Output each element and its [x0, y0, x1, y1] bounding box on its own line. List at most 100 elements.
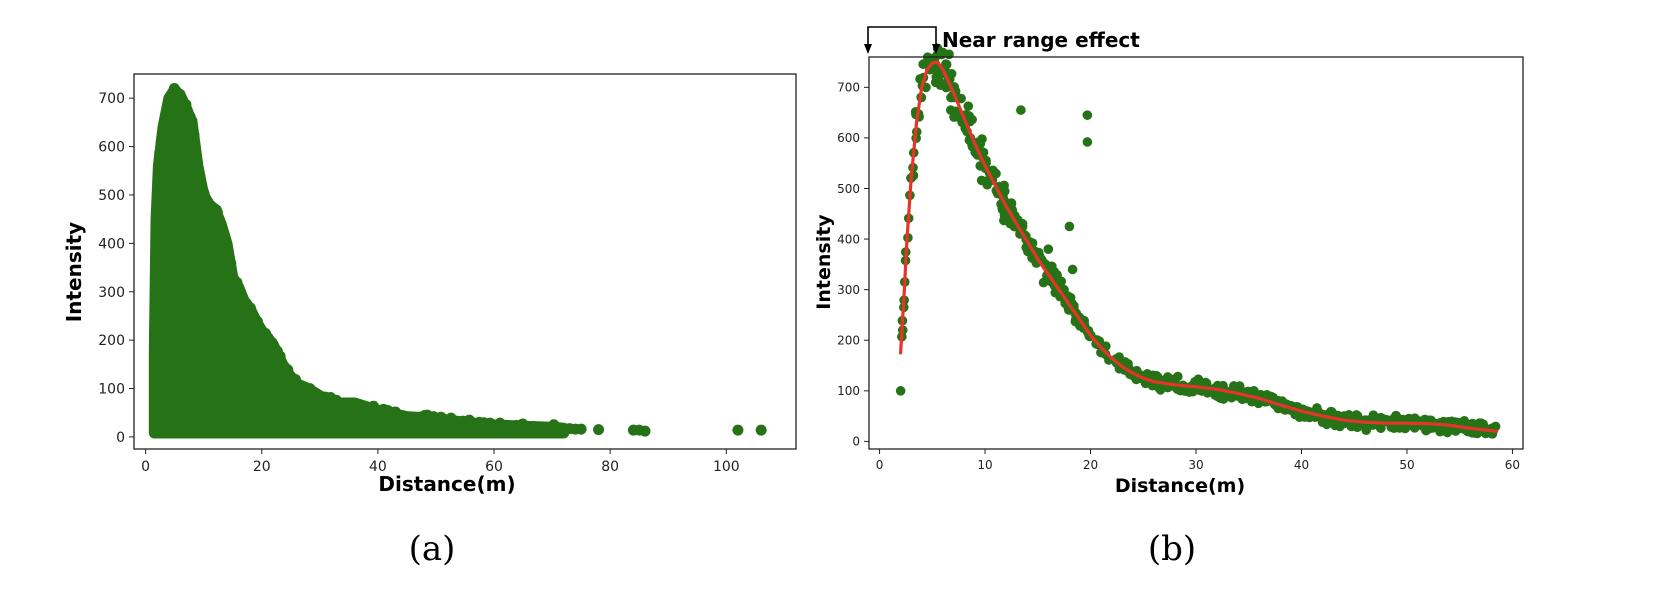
y-tick-label: 0 — [852, 435, 860, 449]
y-tick-label: 200 — [837, 334, 860, 348]
data-point — [1043, 244, 1054, 255]
data-point — [379, 411, 391, 423]
data-point — [155, 136, 167, 148]
data-point — [999, 215, 1009, 226]
data-point — [342, 400, 354, 412]
data-point — [297, 381, 309, 393]
data-point — [1082, 110, 1093, 120]
data-point — [991, 168, 1001, 179]
x-ticks-b: 0 10 20 30 40 50 60 — [876, 449, 1520, 472]
data-point — [243, 305, 255, 317]
data-point — [330, 394, 342, 406]
y-tick-label: 400 — [98, 236, 125, 252]
data-point — [1389, 413, 1400, 423]
data-point — [197, 185, 209, 197]
data-point — [230, 280, 242, 292]
data-point — [1327, 408, 1337, 419]
chart-panel-a: 0 20 40 60 80 100 0 100 200 300 400 500 600 700 Dist… — [62, 73, 797, 569]
data-point — [1376, 423, 1386, 434]
y-ticks-b: 0 100 200 300 400 500 600 700 — [837, 81, 869, 449]
data-point — [278, 362, 290, 374]
x-tick-label: 0 — [141, 459, 150, 475]
data-point — [426, 413, 438, 425]
y-tick-label: 500 — [837, 182, 860, 196]
data-point — [219, 234, 231, 246]
data-point — [225, 257, 237, 269]
x-tick-label: 0 — [876, 458, 884, 472]
x-tick-label: 40 — [369, 459, 387, 475]
data-point — [1237, 394, 1248, 405]
data-point — [732, 424, 744, 436]
fit-curve-b — [899, 60, 1499, 433]
data-point — [543, 422, 555, 434]
data-point — [152, 169, 164, 181]
y-tick-label: 300 — [98, 285, 125, 301]
data-point — [252, 321, 264, 333]
scatter-points-a — [148, 82, 767, 439]
data-point — [186, 115, 198, 127]
data-point — [1335, 421, 1345, 432]
data-point — [1123, 359, 1133, 369]
data-point — [458, 421, 470, 433]
y-tick-label: 100 — [98, 382, 125, 398]
caption-a: (a) — [409, 529, 456, 569]
y-tick-label: 700 — [837, 81, 860, 95]
y-axis-label-b: Intensity — [813, 214, 835, 310]
data-point — [1490, 421, 1501, 432]
data-point — [314, 394, 326, 406]
data-point — [367, 400, 379, 412]
y-tick-label: 400 — [837, 232, 860, 246]
x-tick-label: 100 — [713, 459, 740, 475]
data-point — [1016, 105, 1026, 115]
x-tick-label: 20 — [1083, 458, 1098, 472]
dense-point-cloud — [148, 83, 570, 439]
y-tick-label: 600 — [837, 131, 860, 145]
y-tick-label: 300 — [837, 283, 860, 297]
data-point — [192, 157, 204, 169]
y-tick-label: 700 — [98, 91, 125, 107]
data-point — [1317, 417, 1328, 427]
data-point — [963, 101, 974, 111]
x-tick-label: 40 — [1294, 458, 1309, 472]
data-point — [289, 373, 301, 385]
y-axis-label-a: Intensity — [62, 222, 86, 322]
data-point — [157, 125, 169, 137]
data-point — [918, 59, 928, 70]
data-point — [935, 80, 946, 90]
data-point — [271, 345, 283, 357]
data-point — [1202, 388, 1213, 398]
data-point — [517, 418, 529, 430]
x-tick-label: 80 — [601, 459, 619, 475]
data-point — [1067, 264, 1078, 275]
data-point — [159, 116, 171, 128]
data-point — [187, 131, 199, 143]
data-point — [967, 114, 977, 125]
data-point — [321, 394, 333, 406]
data-point — [639, 425, 651, 437]
data-point — [555, 423, 567, 435]
data-point — [406, 417, 418, 429]
data-point — [154, 147, 166, 159]
data-point — [1006, 198, 1017, 208]
data-point — [194, 171, 206, 183]
x-ticks-a: 0 20 40 60 80 100 — [141, 449, 740, 475]
data-point — [174, 88, 186, 100]
data-point — [162, 101, 174, 113]
data-point — [485, 420, 497, 432]
data-point — [237, 293, 249, 305]
x-tick-label: 20 — [253, 459, 271, 475]
y-tick-label: 200 — [98, 333, 125, 349]
y-ticks-a: 0 100 200 300 400 500 600 700 — [98, 91, 134, 446]
data-point — [307, 387, 319, 399]
data-point — [524, 426, 536, 438]
data-point — [494, 417, 506, 429]
caption-b: (b) — [1148, 529, 1196, 569]
y-tick-label: 0 — [116, 430, 125, 446]
y-tick-label: 500 — [98, 188, 125, 204]
x-tick-label: 30 — [1188, 458, 1203, 472]
x-axis-label-a: Distance(m) — [378, 472, 515, 496]
data-point — [755, 424, 767, 436]
data-point — [1220, 391, 1231, 401]
x-tick-label: 60 — [485, 459, 503, 475]
